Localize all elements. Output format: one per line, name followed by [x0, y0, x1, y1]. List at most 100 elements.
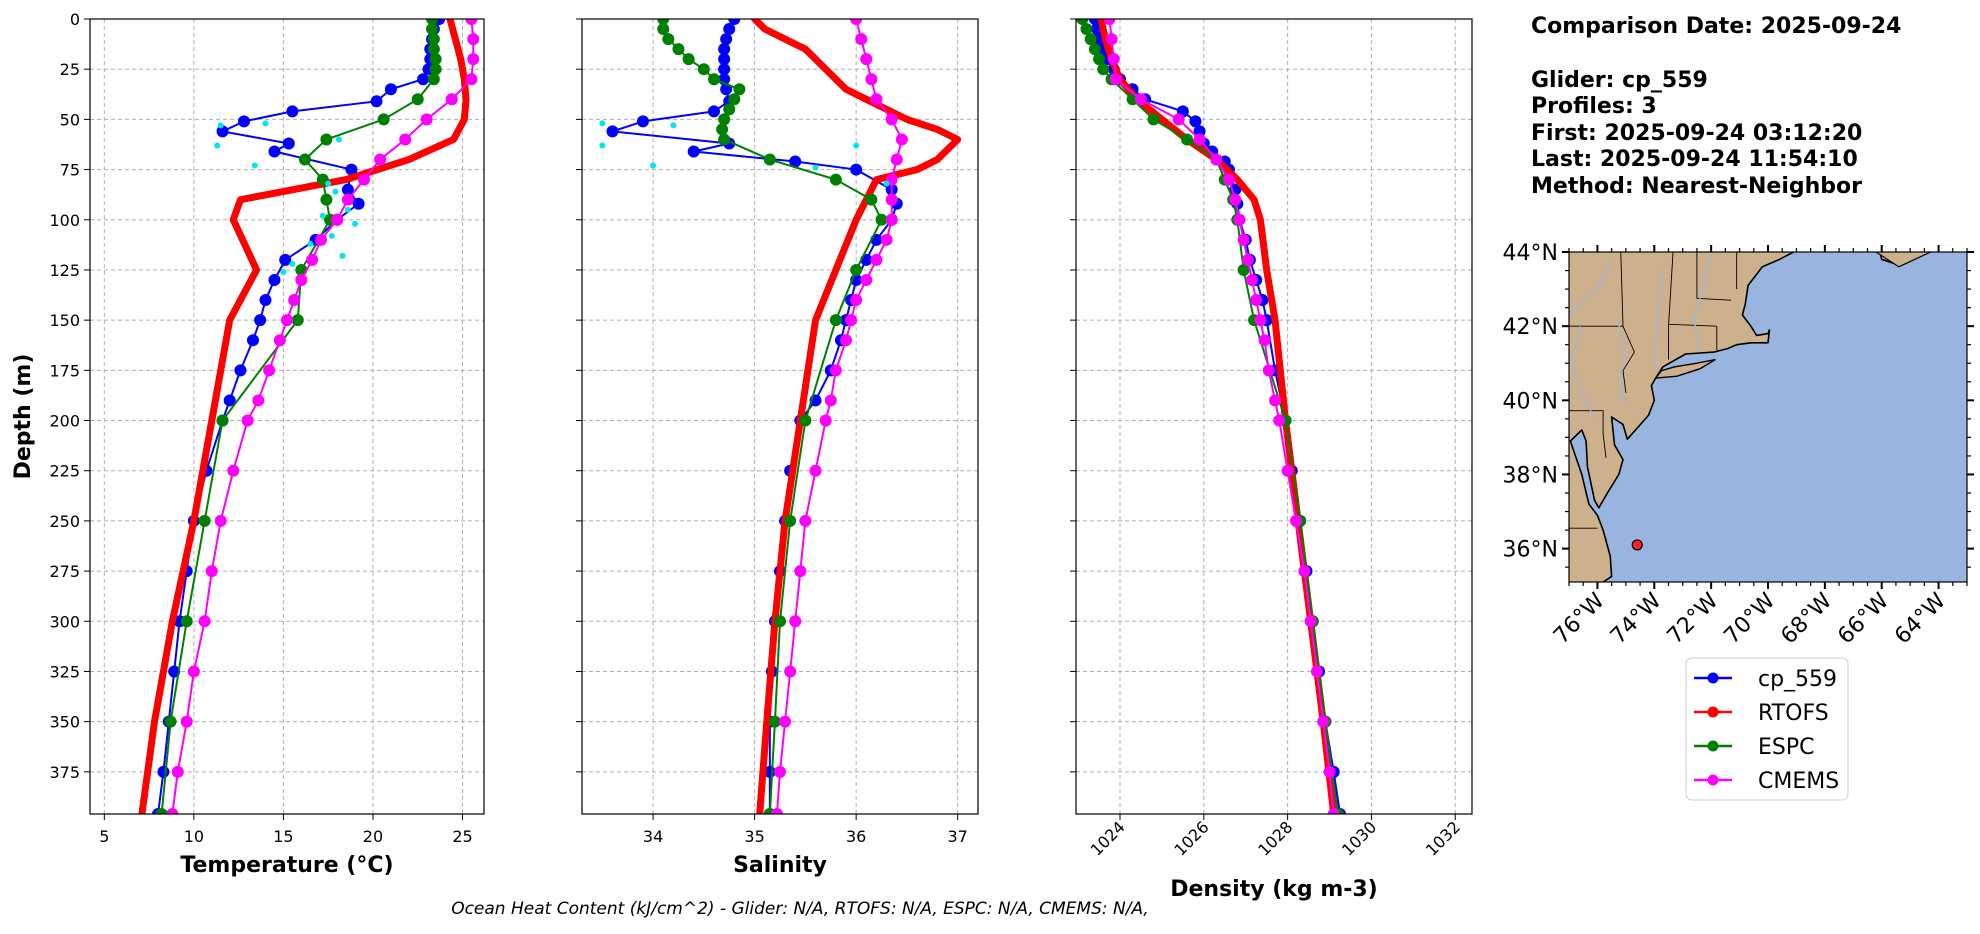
data-point: [358, 173, 371, 186]
y-tick-label: 75: [60, 161, 80, 180]
data-point: [903, 116, 911, 123]
data-point: [1273, 414, 1286, 427]
lat-label: 40°N: [1503, 389, 1558, 414]
data-point: [280, 268, 287, 275]
data-point: [1271, 316, 1279, 324]
data-point: [1257, 216, 1264, 223]
glider-marker: [1631, 539, 1643, 551]
data-point: [809, 464, 822, 477]
y-tick-label: 200: [49, 412, 80, 431]
data-point: [259, 294, 272, 307]
map-group: 36°N 38°N 40°N 42°N 44°N 76°W74°W72°W70°W68°W…: [1503, 241, 1974, 649]
data-point: [281, 314, 293, 327]
data-point: [352, 220, 359, 227]
lon-label: 70°W: [1720, 588, 1781, 649]
data-point: [1222, 173, 1235, 186]
data-point: [291, 314, 304, 327]
data-point: [768, 715, 781, 728]
data-point: [1103, 19, 1116, 25]
data-point: [417, 73, 430, 86]
lat-label: 38°N: [1503, 463, 1558, 488]
data-point: [662, 33, 675, 46]
data-point: [799, 414, 812, 427]
y-tick-label: 300: [49, 612, 80, 631]
x-axis-label: Salinity: [733, 853, 827, 878]
data-point: [1250, 294, 1263, 307]
data-point: [840, 334, 852, 347]
data-point: [234, 364, 247, 377]
data-point: [237, 196, 244, 203]
data-point: [1229, 193, 1242, 206]
data-point: [751, 19, 758, 23]
data-point: [850, 294, 863, 307]
data-point: [723, 103, 736, 116]
data-point: [226, 316, 233, 324]
data-point: [853, 142, 860, 149]
data-point: [860, 53, 873, 66]
y-tick-label: 350: [49, 713, 80, 732]
data-point: [819, 414, 832, 427]
x-tick-label: 34: [643, 827, 663, 846]
data-point: [370, 95, 383, 108]
data-point: [325, 180, 332, 187]
last-time: Last: 2025-09-24 11:54:10: [1531, 147, 1858, 172]
legend-item-cmems: CMEMS: [1694, 769, 1839, 794]
legend-swatch-marker: [1707, 774, 1719, 786]
river: [1616, 318, 1627, 405]
data-point: [320, 133, 333, 146]
lon-label: 72°W: [1663, 588, 1724, 649]
data-point: [254, 314, 267, 327]
lon-label: 66°W: [1833, 588, 1894, 649]
legend-swatch-marker: [1707, 672, 1719, 684]
data-point: [420, 113, 433, 126]
first-time: First: 2025-09-24 03:12:20: [1531, 121, 1863, 146]
legend-item-espc: ESPC: [1694, 735, 1815, 760]
data-point: [829, 364, 842, 377]
data-point: [670, 122, 677, 129]
lat-label: 44°N: [1503, 241, 1558, 266]
data-point: [885, 193, 898, 206]
data-point: [728, 93, 741, 106]
legend-label: cp_559: [1758, 667, 1837, 692]
data-point: [824, 394, 837, 407]
state-border: [1668, 252, 1674, 360]
data-point: [171, 765, 184, 778]
data-point: [865, 73, 878, 86]
data-point: [180, 715, 193, 728]
data-point: [214, 142, 221, 149]
data-point: [873, 176, 880, 183]
data-point: [279, 253, 292, 266]
data-point: [461, 116, 468, 123]
y-tick-label: 100: [49, 211, 80, 230]
data-point: [1107, 53, 1120, 66]
data-point: [331, 213, 344, 226]
data-point: [450, 136, 457, 143]
data-point: [1281, 464, 1294, 477]
data-point: [374, 153, 387, 166]
river: [1569, 259, 1613, 316]
data-point: [138, 810, 146, 814]
data-point: [1172, 113, 1185, 126]
data-point: [306, 253, 319, 266]
data-point: [890, 153, 903, 166]
data-point: [708, 73, 720, 86]
data-point: [1189, 115, 1202, 128]
x-tick-label: 36: [846, 827, 866, 846]
data-point: [599, 120, 606, 127]
data-point: [262, 120, 269, 127]
data-point: [895, 133, 908, 146]
data-point: [1233, 213, 1246, 226]
y-tick-label: 150: [49, 311, 80, 330]
river: [1693, 252, 1712, 353]
data-point: [320, 193, 333, 206]
data-point: [672, 43, 685, 56]
lon-label: 76°W: [1549, 588, 1610, 649]
legend-label: RTOFS: [1758, 701, 1829, 726]
data-point: [779, 715, 792, 728]
data-point: [650, 162, 657, 169]
data-point: [198, 514, 211, 527]
data-point: [427, 43, 440, 56]
data-point: [708, 105, 720, 118]
data-point: [446, 19, 454, 23]
data-point: [1080, 23, 1093, 36]
